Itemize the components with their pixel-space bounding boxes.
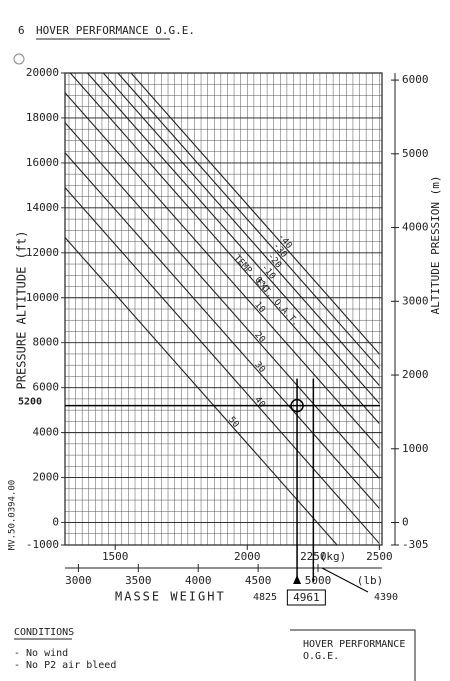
temp-line [69,72,380,424]
condition: - No wind [14,648,68,659]
doc-ref: MV.50.0394.00 [8,480,18,550]
x-tick-label: 1500 [102,550,129,563]
temp-line [64,152,380,509]
x-axis-label: MASSE WEIGHT [115,590,226,604]
weight-label: 4961 [293,591,320,604]
y-tick-label: -1000 [26,538,59,551]
y2-tick-label: 0 [402,516,409,529]
y-tick-label: 12000 [26,246,59,259]
temp-line [64,92,380,449]
y2-tick-label: 3000 [402,294,429,307]
y2-tick-label: 5000 [402,147,429,160]
temp-line [87,72,380,404]
arrow [293,575,302,584]
weight-box [286,589,326,606]
temp-line [64,187,380,544]
legend-label: 30 [252,360,267,375]
y-tick-label: 10000 [26,291,59,304]
x2-tick-label: 4000 [185,574,212,587]
temp-line [64,122,380,479]
y2-tick-label: 4000 [402,221,429,234]
legend-label: 50 [226,415,241,430]
x2-unit: (lb) [357,574,384,587]
conditions-title: CONDITIONS [14,627,74,638]
y-tick-label: 18000 [26,111,59,124]
x-tick-label: 2000 [234,550,261,563]
temp-line [117,72,380,369]
y2-tick-label: -305 [402,538,429,551]
temp-line [102,72,380,386]
hand-note: 4825 [253,592,277,603]
footer-box [290,629,416,681]
x2-tick-label: 4500 [245,574,272,587]
x-tick-label: 2500 [366,550,393,563]
y-tick-label: 16000 [26,156,59,169]
y-tick-label: 0 [52,516,59,529]
punch-hole [13,53,25,65]
y2-tick-label: 1000 [402,442,429,455]
y-tick-label: 8000 [33,336,60,349]
marked-altitude-label: 5200 [18,397,42,408]
temp-line [130,72,380,355]
note-arrow [321,567,369,593]
marked-point [290,398,304,413]
x2-tick-label: 3500 [125,574,152,587]
y-tick-label: 6000 [33,381,60,394]
x2-tick-label: 3000 [65,574,92,587]
y-tick-label: 4000 [33,426,60,439]
legend-label: 40 [252,395,267,410]
y2-axis-label: ALTITUDE PRESSION (m) [429,175,442,314]
y-axis-label: PRESSURE ALTITUDE (ft) [15,231,29,390]
condition: - No P2 air bleed [14,660,116,671]
y-tick-label: 2000 [33,471,60,484]
x2-tick-label: 5000 [305,574,332,587]
page-number: 6 [18,24,25,37]
footer-title: HOVER PERFORMANCE [303,639,405,650]
y-tick-label: 20000 [26,66,59,79]
y2-tick-label: 2000 [402,368,429,381]
x-unit: (kg) [320,550,347,563]
chart-title: HOVER PERFORMANCE O.G.E. [36,24,195,37]
y2-tick-label: 6000 [402,73,429,86]
footer-title: O.G.E. [303,651,339,662]
temp-line [64,237,338,546]
y-tick-label: 14000 [26,201,59,214]
hand-note: 4390 [374,592,398,603]
legend-label: 10 [252,300,267,315]
